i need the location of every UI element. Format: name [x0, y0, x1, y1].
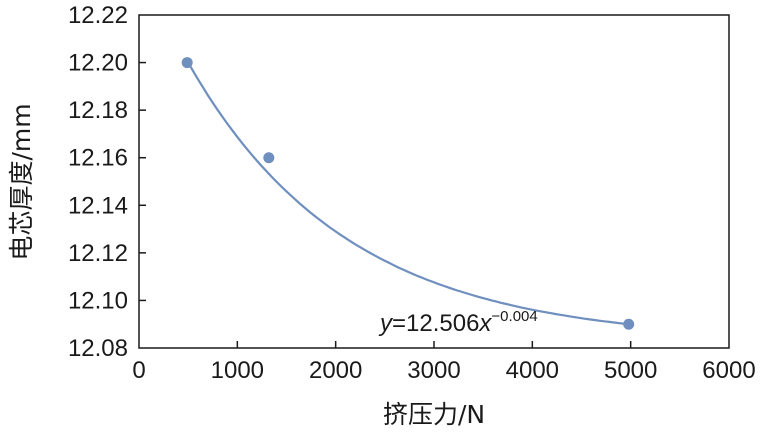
data-point — [623, 318, 635, 330]
data-point — [263, 152, 275, 164]
fit-curve — [187, 62, 629, 326]
y-tick-label: 12.14 — [68, 192, 128, 219]
y-axis-label: 电芯厚度/mm — [7, 103, 36, 260]
y-tick-label: 12.20 — [68, 50, 128, 77]
x-axis-label: 挤压力/N — [383, 400, 485, 429]
y-axis-ticks: 12.08 12.10 12.12 12.14 12.16 12.18 12.20 12.22 — [68, 2, 146, 362]
fit-equation-y: y — [378, 310, 394, 337]
x-tick-label: 0 — [132, 357, 145, 384]
plot-frame — [138, 14, 730, 349]
y-tick-label: 12.08 — [68, 335, 128, 362]
y-tick-label: 12.16 — [68, 145, 128, 172]
data-points — [181, 57, 635, 330]
y-tick-label: 12.12 — [68, 240, 128, 267]
x-tick-label: 5000 — [604, 357, 657, 384]
y-tick-label: 12.18 — [68, 97, 128, 124]
fit-equation-exponent: −0.004 — [491, 308, 537, 325]
data-point — [181, 57, 193, 69]
x-tick-label: 6000 — [702, 357, 755, 384]
x-tick-label: 4000 — [506, 357, 559, 384]
fit-equation: y=12.506x−0.004 — [378, 308, 538, 337]
fit-equation-x: x — [478, 310, 492, 337]
fit-equation-coefficient: =12.506 — [392, 310, 479, 337]
x-axis-ticks: 0 1000 2000 3000 4000 5000 6000 — [132, 341, 756, 384]
x-tick-label: 1000 — [211, 357, 264, 384]
x-tick-label: 3000 — [407, 357, 460, 384]
x-tick-label: 2000 — [309, 357, 362, 384]
y-tick-label: 12.22 — [68, 2, 128, 29]
y-tick-label: 12.10 — [68, 287, 128, 314]
